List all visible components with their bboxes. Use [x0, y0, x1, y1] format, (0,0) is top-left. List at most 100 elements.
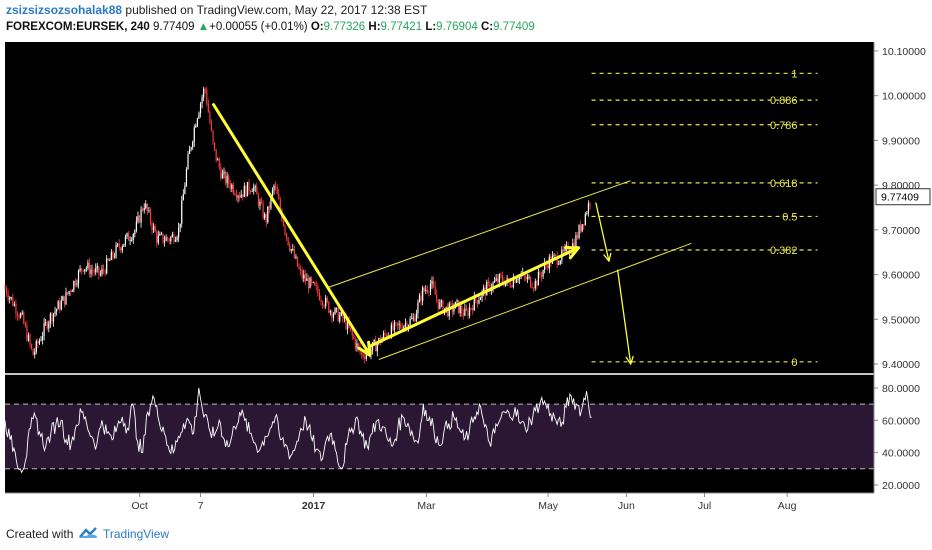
candle-body [71, 290, 73, 292]
price-change: +0.00055 (+0.01%) [209, 21, 308, 33]
time-axis-label: 2017 [302, 500, 326, 512]
chart-area[interactable]: 1 0.886 0.786 0.618 0.5 0.382 0 10.10000 10.000… [0, 40, 932, 517]
candle-body [511, 286, 513, 288]
high-label: H: [368, 21, 381, 33]
candle-body [406, 323, 408, 330]
candle-body [320, 300, 322, 302]
candle-body [106, 258, 108, 274]
candle-body [420, 295, 422, 302]
candle-body [104, 270, 106, 274]
candle-body [112, 251, 114, 258]
candle-body [62, 296, 64, 301]
candle-body [392, 324, 394, 331]
candle-body [149, 210, 152, 223]
candle-body [52, 313, 55, 322]
candle-body [96, 266, 98, 269]
candle-body [129, 240, 131, 242]
candle-body [223, 171, 225, 174]
candle-body [12, 297, 14, 306]
candle-body [182, 194, 184, 201]
open-label: O: [310, 21, 324, 33]
candle-body [77, 270, 80, 284]
candle-body [376, 343, 378, 352]
candle-body [284, 225, 286, 234]
last-price-marker [875, 188, 931, 206]
candle-body [196, 118, 198, 126]
candle-body [40, 339, 42, 341]
candle-body [184, 185, 186, 195]
candle-body [221, 173, 224, 179]
candle-body [84, 269, 86, 272]
candle-body [18, 315, 20, 318]
candle-body [91, 269, 94, 272]
candle-body [304, 274, 306, 281]
candle-body [85, 268, 87, 270]
time-axis-label: Aug [778, 500, 797, 512]
candle-body [562, 249, 565, 252]
candle-body [423, 287, 425, 291]
candle-body [400, 324, 402, 328]
fib-level-label: 0.886 [770, 95, 798, 107]
candle-body [117, 243, 119, 246]
close-value: 9.77409 [493, 21, 535, 33]
candle-body [486, 282, 488, 296]
candle-body [201, 97, 203, 104]
candle-body [37, 341, 39, 344]
candle-body [170, 237, 172, 242]
time-axis[interactable]: Oct 7 2017 Mar May Jun Jul Aug [132, 493, 797, 512]
author-link[interactable]: zsizsizsozsohalak88 [6, 3, 123, 17]
candle-body [199, 103, 202, 114]
candle-body [409, 318, 411, 326]
candle-body [487, 282, 489, 283]
candle-body [262, 203, 264, 219]
candle-body [88, 262, 91, 274]
candle-body [195, 125, 197, 128]
price-pane[interactable] [5, 42, 874, 373]
candle-body [9, 297, 11, 300]
candle-body [442, 300, 444, 314]
candle-body [265, 214, 267, 223]
candle-body [470, 308, 472, 309]
candle-body [38, 340, 41, 344]
candle-body [173, 234, 175, 242]
candle-body [328, 301, 330, 313]
candle-body [268, 206, 270, 209]
candle-body [426, 289, 428, 292]
time-axis-label: Jul [698, 500, 711, 512]
candle-body [142, 209, 144, 211]
candle-body [48, 322, 50, 329]
annotation-arrow [368, 246, 581, 348]
candle-body [240, 194, 242, 198]
candle-body [290, 249, 292, 251]
annotation-arrowhead [625, 355, 634, 365]
price-axis[interactable]: 10.1000010.000009.900009.800009.700009.6… [874, 46, 931, 371]
rsi-axis[interactable]: 80.0000 60.0000 40.0000 20.0000 [874, 383, 920, 492]
candle-body [29, 335, 31, 345]
candle-body [411, 318, 413, 320]
candle-body [497, 278, 499, 283]
change-arrow-icon: ▲ [197, 21, 210, 33]
candle-body [343, 316, 346, 319]
candle-body [346, 321, 349, 330]
candle-body [417, 302, 419, 314]
annotation-arrowhead [603, 252, 612, 262]
rsi-line [4, 387, 592, 474]
fib-level-label: 0.618 [770, 178, 798, 190]
candle-body [143, 208, 145, 211]
tradingview-brand-link[interactable]: TradingView [103, 527, 170, 541]
candle-body [65, 292, 67, 305]
candle-body [5, 288, 8, 295]
candle-body [515, 280, 518, 283]
candle-body [361, 352, 363, 355]
candle-body [468, 308, 471, 316]
symbol-label: FOREXCOM:EURSEK, 240 [6, 21, 150, 33]
candle-body [403, 326, 405, 331]
candle-body [336, 307, 338, 309]
candle-body [464, 308, 466, 316]
price-axis-label: 9.60000 [882, 270, 920, 282]
candle-body [434, 286, 436, 295]
candle-body [245, 185, 247, 197]
candle-body [204, 88, 206, 90]
candle-body [589, 203, 591, 207]
candle-body [398, 324, 400, 326]
